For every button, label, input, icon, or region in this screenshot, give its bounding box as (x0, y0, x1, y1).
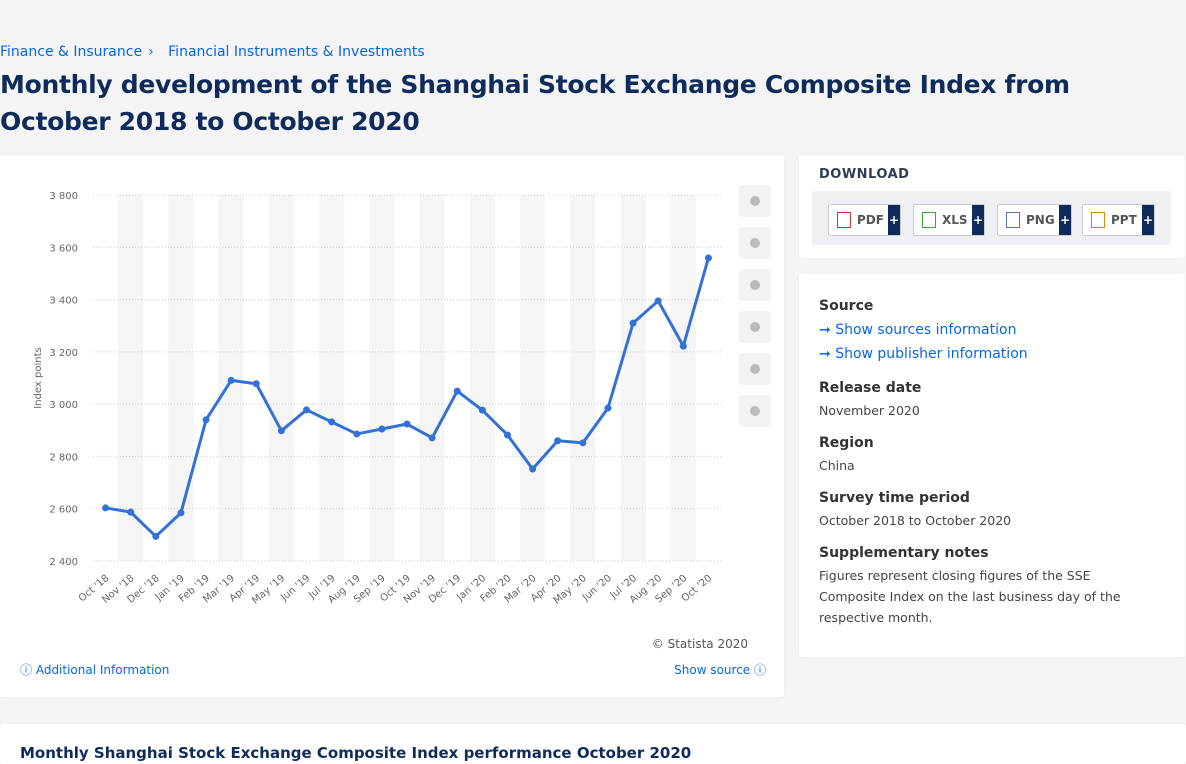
plus: + (888, 205, 900, 235)
column-band (168, 195, 194, 561)
section-text: October 2018 to October 2020 (819, 513, 1012, 528)
point (654, 297, 662, 305)
point (403, 420, 411, 428)
point (378, 425, 386, 433)
y-tick-label: 3 800 (49, 191, 78, 202)
plus: + (972, 205, 984, 235)
tool-icon (750, 322, 760, 332)
tool-icon (750, 280, 760, 290)
y-tick-label: 2 400 (49, 557, 78, 568)
column-band (419, 195, 445, 561)
column-band (469, 195, 495, 561)
y-tick-label: 3 200 (49, 348, 78, 359)
y-tick-label: 3 600 (49, 243, 78, 254)
point (277, 427, 285, 435)
point (252, 380, 260, 388)
btn-label: PDF (857, 213, 884, 227)
show-source[interactable]: Show source ⓘ (674, 663, 766, 677)
point (202, 416, 210, 424)
plus: + (1059, 205, 1071, 235)
point (227, 376, 235, 384)
show-source-text: Show source (674, 663, 751, 677)
section-heading: Survey time period (819, 490, 970, 506)
section-text: Figures represent closing figures of the… (819, 568, 1121, 625)
column-band (369, 195, 395, 561)
chart-card: 2 400 2 600 2 800 3 000 3 200 3 400 3 600 3 800… (0, 155, 784, 697)
btn-label: PNG (1026, 213, 1055, 227)
point (529, 465, 537, 473)
point (177, 509, 185, 517)
point (428, 434, 436, 442)
download-btn[interactable]: PDF + (828, 204, 901, 236)
column-band (670, 195, 696, 561)
tool-icon (750, 406, 760, 416)
point (453, 387, 461, 395)
column-band (520, 195, 546, 561)
y-tick-label: 2 800 (49, 452, 78, 463)
section-heading: Supplementary notes (819, 545, 989, 561)
info-card: Source ➞ Show sources information ➞ Show… (799, 274, 1185, 657)
point (579, 439, 587, 447)
publisher-link[interactable]: ➞ Show publisher information (819, 346, 1028, 362)
breadcrumb-link[interactable]: Financial Instruments & Investments (168, 44, 425, 60)
link-text: Show sources information (835, 322, 1017, 338)
section-text: China (819, 458, 855, 473)
chart: 2 400 2 600 2 800 3 000 3 200 3 400 3 600 3 800… (33, 185, 771, 607)
tool-icon (750, 238, 760, 248)
download-card: DOWNLOAD PDF + XLS + PNG + PPT + (799, 155, 1185, 258)
page-title: Monthly development of the Shanghai Stoc… (0, 70, 1070, 136)
download-heading: DOWNLOAD (819, 167, 910, 182)
point (102, 504, 110, 512)
point (353, 430, 361, 438)
bottom-heading: Monthly Shanghai Stock Exchange Composit… (20, 744, 692, 762)
point (478, 406, 486, 414)
copyright: © Statista 2020 (651, 637, 748, 651)
point (127, 508, 135, 516)
column-band (620, 195, 646, 561)
additional-text: Additional Information (35, 663, 170, 677)
breadcrumb: Finance & Insurance › Financial Instrumen… (0, 44, 431, 60)
y-tick-label: 2 600 (49, 505, 78, 516)
point (704, 254, 712, 262)
point (629, 319, 637, 327)
point (328, 418, 336, 426)
point (303, 406, 311, 414)
section-text: November 2020 (819, 403, 920, 418)
point (604, 404, 612, 412)
additional-info[interactable]: ⓘ Additional Information (20, 663, 170, 677)
bottom-card: Monthly Shanghai Stock Exchange Composit… (0, 724, 1186, 764)
y-tick-label: 3 000 (49, 400, 78, 411)
btn-label: XLS (942, 213, 968, 227)
point (503, 431, 511, 439)
tool-icon (750, 196, 760, 206)
breadcrumb-link[interactable]: Finance & Insurance (0, 44, 143, 60)
section-heading: Release date (819, 380, 922, 396)
download-btn[interactable]: PPT + (1082, 204, 1155, 236)
sources-link[interactable]: ➞ Show sources information (819, 322, 1017, 338)
sep: › (148, 44, 154, 60)
link-text: Show publisher information (835, 346, 1028, 362)
column-band (118, 195, 144, 561)
point (554, 437, 562, 445)
column-band (319, 195, 345, 561)
column-band (268, 195, 294, 561)
source-heading: Source (819, 298, 874, 314)
y-axis-label: Index points (33, 347, 44, 408)
y-tick-label: 3 400 (49, 296, 78, 307)
point (679, 342, 687, 350)
section-heading: Region (819, 435, 874, 451)
plus: + (1142, 205, 1154, 235)
download-btn[interactable]: XLS + (913, 204, 985, 236)
column-band (570, 195, 596, 561)
btn-label: PPT (1111, 213, 1137, 227)
tool-icon (750, 364, 760, 374)
point (152, 532, 160, 540)
download-btn[interactable]: PNG + (997, 204, 1072, 236)
